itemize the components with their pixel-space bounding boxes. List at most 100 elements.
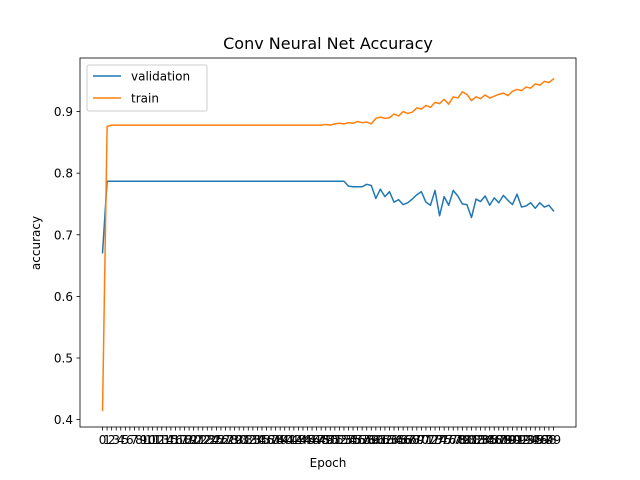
x-tick-label: 64 bbox=[386, 433, 401, 447]
x-tick-label: 7 bbox=[131, 433, 139, 447]
x-tick-label: 3 bbox=[112, 433, 120, 447]
x-tick-label: 96 bbox=[532, 433, 547, 447]
plot-area bbox=[79, 57, 577, 428]
x-tick-label: 86 bbox=[487, 433, 502, 447]
x-tick-label: 75 bbox=[437, 433, 452, 447]
x-tick-label: 13 bbox=[154, 433, 169, 447]
x-tick-label: 37 bbox=[263, 433, 278, 447]
x-tick-label: 74 bbox=[432, 433, 447, 447]
legend-label-train: train bbox=[131, 92, 159, 106]
x-tick-label: 71 bbox=[418, 433, 433, 447]
x-tick-label: 90 bbox=[505, 433, 520, 447]
x-tick-label: 31 bbox=[236, 433, 251, 447]
x-tick-label: 9 bbox=[140, 433, 148, 447]
x-tick-label: 40 bbox=[277, 433, 292, 447]
y-tick-label: 0.8 bbox=[54, 167, 73, 181]
x-tick-label: 63 bbox=[382, 433, 397, 447]
x-tick-label: 57 bbox=[355, 433, 370, 447]
x-tick-label: 58 bbox=[359, 433, 374, 447]
x-tick-label: 43 bbox=[291, 433, 306, 447]
x-tick-label: 84 bbox=[477, 433, 492, 447]
x-tick-label: 11 bbox=[145, 433, 160, 447]
x-tick-label: 5 bbox=[121, 433, 129, 447]
axes-frame bbox=[79, 57, 577, 428]
x-tick-label: 78 bbox=[450, 433, 465, 447]
x-tick-label: 41 bbox=[282, 433, 297, 447]
y-tick-label: 0.5 bbox=[54, 352, 73, 366]
x-tick-label: 52 bbox=[332, 433, 347, 447]
x-tick-label: 83 bbox=[473, 433, 488, 447]
x-tick-label: 4 bbox=[117, 433, 125, 447]
y-axis-ticks: 0.4 0.5 0.6 0.7 0.8 0.9 bbox=[54, 105, 80, 427]
x-tick-label: 60 bbox=[368, 433, 383, 447]
chart-title: Conv Neural Net Accuracy bbox=[223, 34, 433, 53]
x-tick-label: 70 bbox=[414, 433, 429, 447]
x-tick-label: 76 bbox=[441, 433, 456, 447]
x-tick-label: 0 bbox=[99, 433, 107, 447]
x-tick-label: 50 bbox=[323, 433, 338, 447]
x-axis-label: Epoch bbox=[310, 456, 347, 470]
x-tick-label: 68 bbox=[405, 433, 420, 447]
x-tick-label: 17 bbox=[172, 433, 187, 447]
x-tick-label: 21 bbox=[191, 433, 206, 447]
x-tick-label: 79 bbox=[455, 433, 470, 447]
x-tick-label: 59 bbox=[364, 433, 379, 447]
x-tick-label: 65 bbox=[391, 433, 406, 447]
x-tick-label: 32 bbox=[241, 433, 256, 447]
x-tick-label: 15 bbox=[163, 433, 178, 447]
x-tick-label: 46 bbox=[304, 433, 319, 447]
x-tick-label: 23 bbox=[200, 433, 215, 447]
x-tick-label: 1 bbox=[103, 433, 111, 447]
y-tick-label: 0.7 bbox=[54, 228, 73, 242]
x-tick-label: 12 bbox=[150, 433, 165, 447]
x-tick-label: 77 bbox=[446, 433, 461, 447]
x-tick-label: 18 bbox=[177, 433, 192, 447]
x-tick-label: 22 bbox=[195, 433, 210, 447]
legend-label-validation: validation bbox=[131, 70, 190, 84]
x-tick-label: 28 bbox=[222, 433, 237, 447]
x-tick-label: 34 bbox=[250, 433, 265, 447]
x-tick-label: 53 bbox=[336, 433, 351, 447]
x-tick-label: 10 bbox=[140, 433, 155, 447]
x-tick-label: 25 bbox=[209, 433, 224, 447]
x-tick-label: 55 bbox=[345, 433, 360, 447]
x-tick-label: 39 bbox=[273, 433, 288, 447]
y-tick-label: 0.9 bbox=[54, 105, 73, 119]
x-tick-label: 20 bbox=[186, 433, 201, 447]
x-tick-label: 89 bbox=[500, 433, 515, 447]
x-tick-label: 42 bbox=[286, 433, 301, 447]
x-tick-label: 81 bbox=[464, 433, 479, 447]
x-tick-label: 29 bbox=[227, 433, 242, 447]
x-tick-label: 92 bbox=[514, 433, 529, 447]
x-tick-label: 35 bbox=[254, 433, 269, 447]
x-tick-label: 49 bbox=[318, 433, 333, 447]
x-tick-label: 88 bbox=[496, 433, 511, 447]
x-tick-label: 14 bbox=[159, 433, 174, 447]
x-tick-label: 26 bbox=[213, 433, 228, 447]
x-tick-label: 38 bbox=[268, 433, 283, 447]
x-tick-label: 87 bbox=[491, 433, 506, 447]
x-tick-label: 27 bbox=[218, 433, 233, 447]
x-tick-label: 85 bbox=[482, 433, 497, 447]
x-tick-label: 82 bbox=[468, 433, 483, 447]
x-tick-label: 44 bbox=[295, 433, 310, 447]
x-tick-label: 48 bbox=[314, 433, 329, 447]
x-tick-label: 95 bbox=[528, 433, 543, 447]
x-tick-label: 72 bbox=[423, 433, 438, 447]
x-axis-ticks: 0123456789101112131415161718192021222324… bbox=[99, 427, 561, 447]
x-tick-label: 67 bbox=[400, 433, 415, 447]
x-tick-label: 98 bbox=[541, 433, 556, 447]
x-tick-label: 45 bbox=[300, 433, 315, 447]
x-tick-label: 99 bbox=[546, 433, 561, 447]
x-tick-label: 91 bbox=[509, 433, 524, 447]
x-tick-label: 51 bbox=[327, 433, 342, 447]
x-tick-label: 2 bbox=[108, 433, 116, 447]
y-tick-label: 0.4 bbox=[54, 413, 73, 427]
x-tick-label: 47 bbox=[309, 433, 324, 447]
x-tick-label: 24 bbox=[204, 433, 219, 447]
x-tick-label: 69 bbox=[409, 433, 424, 447]
x-tick-label: 19 bbox=[181, 433, 196, 447]
x-tick-label: 66 bbox=[396, 433, 411, 447]
